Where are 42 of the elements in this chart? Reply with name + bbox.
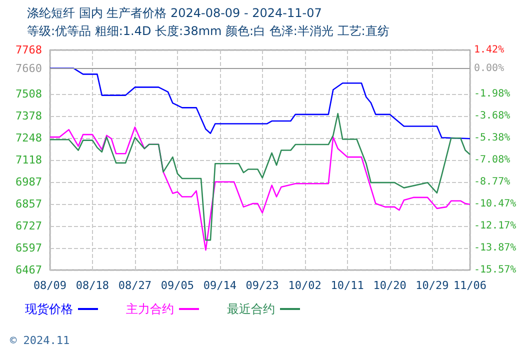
x-tick-label: 10/20 [373,279,406,292]
x-tick-label: 11/06 [453,279,487,292]
x-tick-label: 10/29 [416,279,449,292]
legend-label: 最近合约 [227,302,275,316]
x-tick-label: 10/02 [288,279,322,292]
y-tick-label: 7248 [16,131,42,144]
y-tick-label: 7768 [16,44,42,56]
x-tick-label: 08/27 [118,279,152,292]
x-tick-label: 09/23 [246,279,279,292]
x-tick-label: 10/11 [330,279,364,292]
legend-label: 现货价格 [25,302,73,316]
y2-tick-label: 0.00% [474,62,504,74]
y-tick-label: 6597 [16,242,42,255]
y2-tick-label: -1.98% [474,88,510,100]
y-tick-label: 6467 [16,264,42,276]
y-tick-label: 7378 [16,109,42,122]
y2-tick-label: -5.38% [474,132,510,144]
chart-title: 涤纶短纤 国内 生产者价格 2024-08-09 - 2024-11-07 [27,6,322,20]
y-tick-label: 7660 [16,62,42,75]
x-tick-label: 08/18 [76,279,110,292]
y-tick-label: 7508 [16,87,42,100]
y2-tick-label: -12.17% [474,220,516,232]
text: © 2024.11 [10,334,70,347]
chart-subtitle: 等级:优等品 粗细:1.4D 长度:38mm 颜色:白 色泽:半消光 工艺:直纺 [27,24,390,38]
y2-tick-label: -13.87% [474,242,516,254]
y-tick-label: 6857 [16,198,42,211]
y2-tick-label: -10.47% [474,198,516,210]
line-series [49,126,471,251]
legend-label: 主力合约 [126,302,174,316]
x-tick-label: 09/14 [203,279,237,292]
line-series [49,68,471,140]
line-series [49,112,471,241]
y2-tick-label: -15.57% [474,264,516,276]
y-tick-label: 6727 [16,220,42,233]
y-tick-label: 7118 [16,153,42,166]
x-tick-label: 09/05 [160,279,194,292]
y-tick-label: 6987 [16,176,42,189]
x-tick-label: 08/09 [33,279,67,292]
y2-tick-label: -8.77% [474,176,510,188]
y2-tick-label: 1.42% [474,44,504,56]
y2-tick-label: -7.08% [474,154,510,166]
y2-tick-label: -3.68% [474,110,510,122]
